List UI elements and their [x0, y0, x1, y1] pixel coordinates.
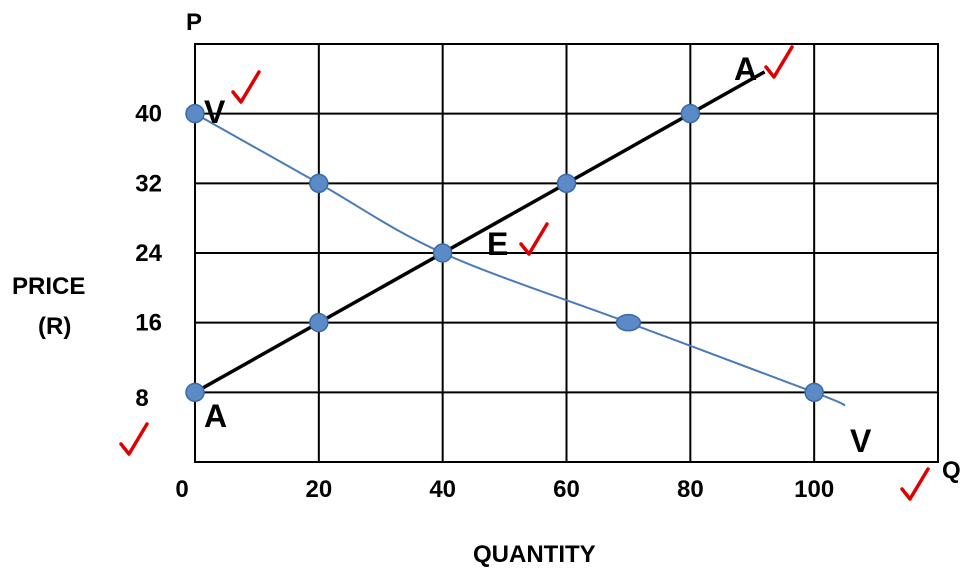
checkmark-icon	[519, 222, 549, 256]
x-tick-label: 100	[794, 476, 834, 503]
data-point-marker	[185, 382, 205, 403]
y-tick-labels: 8 16 24 32 40	[135, 101, 162, 412]
checkmark-icon	[119, 422, 149, 456]
chart-markers	[185, 103, 824, 403]
data-point-marker	[309, 312, 329, 333]
series-aa-line	[194, 70, 766, 394]
data-point-marker	[615, 313, 642, 332]
y-tick-label: 16	[135, 310, 162, 337]
y-tick-label: 24	[135, 240, 162, 267]
x-tick-labels: 0 20 40 60 80 100	[175, 476, 834, 503]
series-vv-end-label: V	[850, 423, 872, 459]
data-point-marker	[432, 243, 453, 263]
x-axis-title: QUANTITY	[473, 541, 596, 568]
checkmark-icon	[900, 467, 930, 501]
chart-checkmarks	[119, 45, 930, 501]
x-tick-label: 60	[553, 476, 580, 503]
series-aa-end-label: A	[734, 51, 757, 87]
checkmark-icon	[764, 45, 794, 79]
equilibrium-label: E	[487, 226, 508, 262]
data-point-marker	[680, 103, 701, 124]
y-axis-end-label: P	[186, 9, 202, 36]
data-point-marker	[185, 103, 205, 124]
x-tick-label: 20	[305, 476, 332, 503]
y-axis-title-line2: (R)	[38, 313, 71, 340]
y-tick-label: 40	[135, 101, 162, 128]
chart-curves	[194, 70, 846, 407]
series-aa-start-label: A	[204, 398, 227, 434]
y-tick-label: 8	[135, 385, 148, 412]
data-point-marker	[804, 382, 824, 403]
data-point-marker	[556, 173, 577, 194]
x-tick-label: 0	[175, 476, 188, 503]
x-tick-label: 80	[677, 476, 704, 503]
checkmark-icon	[231, 70, 261, 104]
series-vv-start-label: V	[204, 94, 226, 130]
data-point-marker	[309, 173, 329, 194]
y-axis-title-line1: PRICE	[12, 273, 85, 300]
x-axis-end-label: Q	[942, 457, 961, 484]
chart-grid	[194, 43, 939, 463]
series-vv-curve	[194, 112, 846, 407]
x-tick-label: 40	[429, 476, 456, 503]
y-tick-label: 32	[135, 170, 162, 197]
